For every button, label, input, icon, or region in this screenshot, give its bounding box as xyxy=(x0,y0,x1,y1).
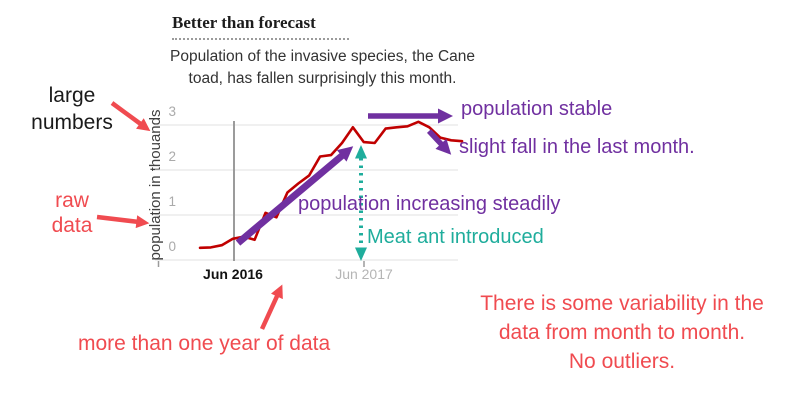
subtitle-line-2: toad, has fallen surprisingly this month… xyxy=(188,70,457,87)
arrow-down-head-icon xyxy=(355,247,367,261)
purple-trend-arrows xyxy=(235,108,453,246)
red-callout-arrows xyxy=(96,101,283,330)
raw-data-arrow xyxy=(96,214,150,229)
annotation-slight-fall: slight fall in the last month. xyxy=(459,136,695,158)
y-tick-label: 2 xyxy=(168,149,176,164)
annotation-variability: There is some variability in the data fr… xyxy=(480,292,764,373)
annotation-population-stable: population stable xyxy=(461,98,613,120)
subtitle-line-1: Population of the invasive species, the … xyxy=(169,48,476,65)
annotation-meat-ant-introduced: Meat ant introduced xyxy=(367,226,544,248)
y-tick-label: 1 xyxy=(168,194,176,209)
y-tick-label: 3 xyxy=(168,104,176,119)
chart-subtitle: Population of the invasive species, the … xyxy=(160,46,485,90)
large-numbers-arrow xyxy=(110,101,151,132)
y-tick-label: 0 xyxy=(168,239,176,254)
trend-arrow-increasing xyxy=(235,146,354,246)
annotation-raw-data: raw data xyxy=(51,189,93,237)
trend-arrow-slight-fall xyxy=(426,129,452,155)
annotation-more-than-one-year: more than one year of data xyxy=(78,332,331,355)
one-year-arrow xyxy=(259,284,283,330)
chart-title: Better than forecast xyxy=(172,13,316,32)
x-tick-label-jun-2016: Jun 2016 xyxy=(203,266,263,282)
annotation-large-numbers: large numbers xyxy=(31,84,113,134)
title-dotted-underline xyxy=(172,38,349,40)
x-tick-label-jun-2017: Jun 2017 xyxy=(335,266,393,282)
annotation-population-increasing: population increasing steadily xyxy=(298,193,561,215)
arrow-up-head-icon xyxy=(355,145,367,159)
teal-dotted-double-arrow xyxy=(355,145,367,261)
